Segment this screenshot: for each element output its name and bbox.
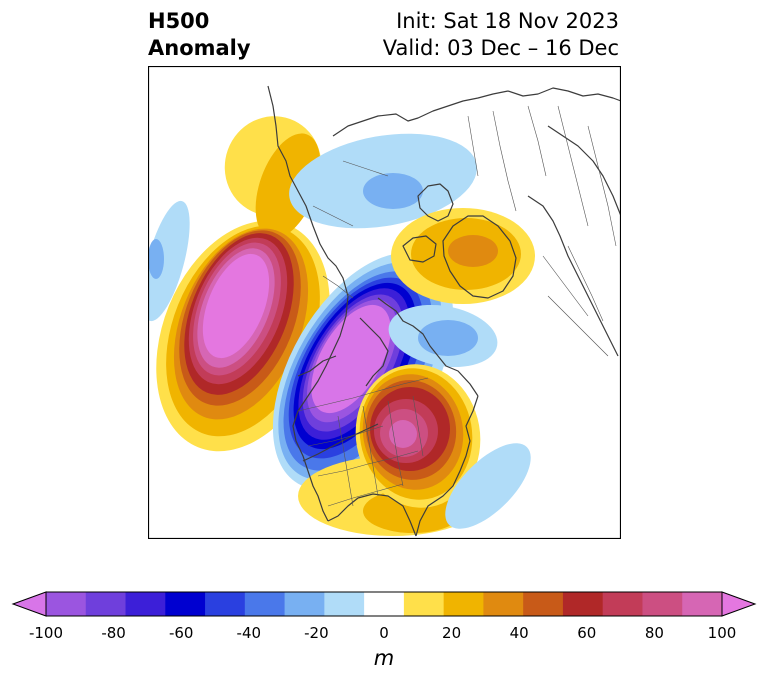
colorbar-extend-min — [11, 591, 47, 617]
colorbar-tick-label: -60 — [168, 624, 194, 642]
valid-range: Valid: 03 Dec – 16 Dec — [382, 36, 619, 60]
ridge-greenland — [391, 208, 535, 304]
colorbar-tick-label: -80 — [101, 624, 126, 642]
colorbar-cell — [165, 592, 206, 616]
title-line-2: Anomaly — [148, 36, 251, 60]
colorbar-cell — [205, 592, 246, 616]
init-date: Init: Sat 18 Nov 2023 — [396, 9, 619, 33]
colorbar-cell — [443, 592, 484, 616]
title-line-1: H500 — [148, 9, 210, 33]
colorbar-cell — [642, 592, 683, 616]
colorbar-tick-label: -20 — [304, 624, 329, 642]
colorbar-cell — [562, 592, 604, 616]
trough-north-atlantic — [388, 304, 498, 368]
trough-western-atlantic — [445, 443, 531, 529]
colorbar-cell — [602, 592, 643, 616]
colorbar-cell — [682, 592, 723, 616]
colorbar-cell — [85, 592, 127, 616]
trough-west-pacific — [148, 200, 190, 322]
colorbar-tick-label: 80 — [644, 624, 664, 642]
colorbar — [11, 591, 757, 617]
colorbar-ticks: -100 -80 -60 -40 -20 0 20 40 60 80 100 — [0, 624, 768, 644]
colorbar-tick-label: 100 — [707, 624, 737, 642]
colorbar-cell — [523, 592, 564, 616]
map-title: H500 Anomaly — [148, 8, 251, 62]
colorbar-tick-label: 40 — [509, 624, 529, 642]
colorbar-cell — [244, 592, 286, 616]
colorbar-tick-label: -40 — [236, 624, 262, 642]
colorbar-tick-label: 0 — [379, 624, 389, 642]
colorbar-unit: m — [373, 646, 395, 670]
colorbar-cell — [46, 592, 87, 616]
political-borders — [297, 105, 617, 507]
colorbar-tick-label: -100 — [28, 624, 64, 642]
colorbar-cell — [403, 592, 445, 616]
colorbar-cell — [284, 592, 325, 616]
coastlines — [267, 85, 621, 537]
colorbar-cell — [324, 592, 365, 616]
colorbar-tick-label: 60 — [577, 624, 597, 642]
ridge-northeast-pacific — [156, 116, 330, 452]
trough-arctic-north-canada — [289, 133, 477, 229]
colorbar-extend-max — [721, 591, 757, 617]
colorbar-tick-label: 20 — [442, 624, 462, 642]
anomaly-map — [148, 66, 621, 539]
run-info: Init: Sat 18 Nov 2023 Valid: 03 Dec – 16… — [383, 8, 619, 62]
colorbar-cell — [125, 592, 166, 616]
colorbar-cell — [364, 592, 405, 616]
colorbar-cell — [483, 592, 524, 616]
